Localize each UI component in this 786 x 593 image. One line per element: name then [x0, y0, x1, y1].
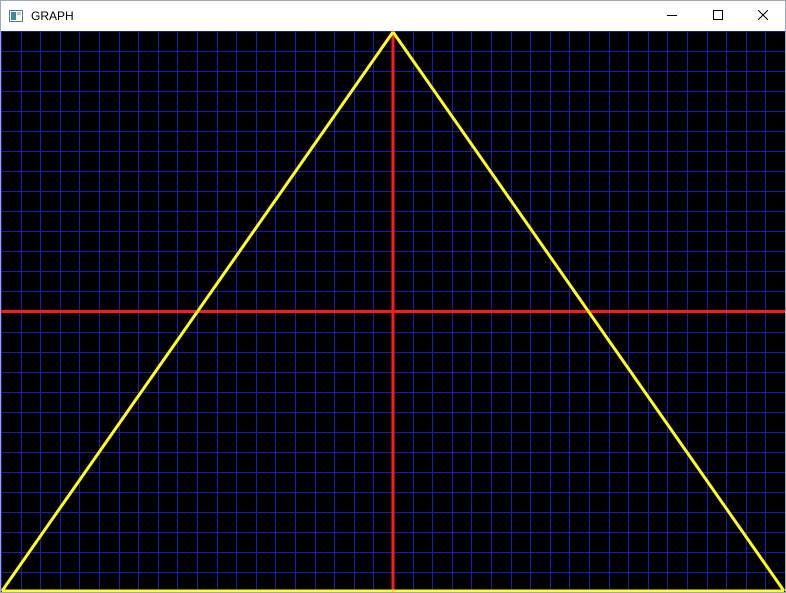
maximize-button[interactable] [695, 1, 741, 31]
axes [1, 31, 785, 592]
close-button[interactable] [740, 1, 786, 31]
close-icon [757, 7, 769, 25]
window-title: GRAPH [31, 9, 74, 23]
graph-plot [1, 31, 785, 592]
minimize-icon [667, 7, 677, 25]
graph-canvas[interactable] [1, 31, 785, 592]
minimize-button[interactable] [649, 1, 695, 31]
maximize-icon [713, 7, 723, 25]
curve-segment [1, 31, 395, 592]
app-window-icon [9, 9, 23, 22]
curve [1, 31, 785, 592]
title-bar[interactable]: GRAPH [1, 1, 785, 31]
curve-segment [391, 31, 785, 592]
